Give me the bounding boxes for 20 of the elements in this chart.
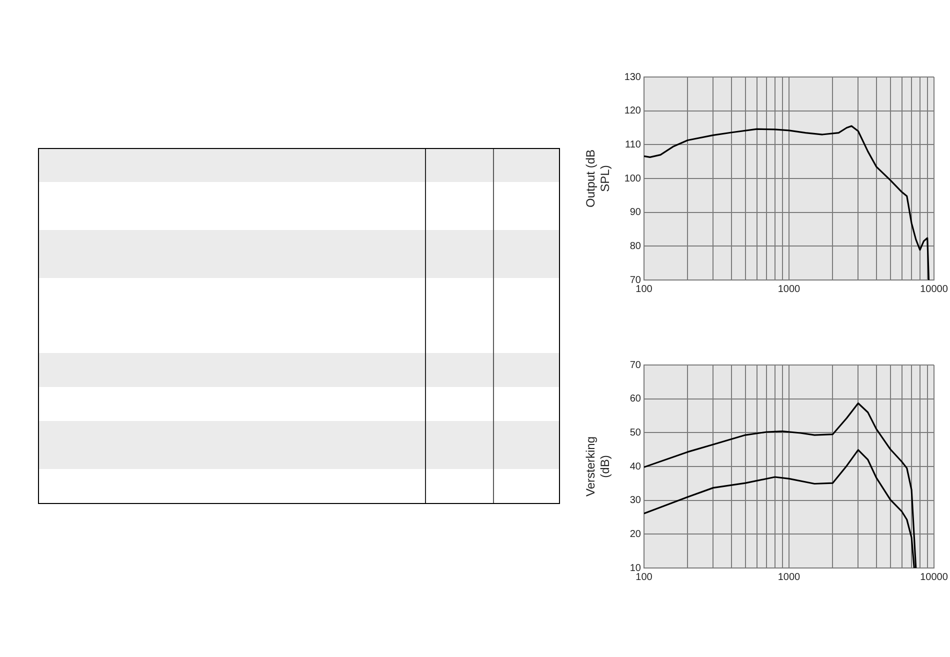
y-tick-label: 40: [630, 461, 642, 472]
x-tick-label: 1000: [778, 572, 801, 583]
y-tick-label: 80: [630, 240, 642, 252]
y-axis-title: Output (dB SPL): [584, 149, 612, 208]
y-tick-label: 90: [630, 207, 642, 218]
y-tick-label: 30: [630, 495, 642, 506]
y-tick-label: 120: [624, 106, 642, 117]
y-tick-label: 130: [624, 72, 642, 83]
y-tick-label: 70: [630, 360, 642, 371]
y-tick-label: 20: [630, 528, 642, 540]
y-tick-label: 10: [630, 562, 642, 574]
x-tick-label: 10000: [920, 284, 948, 295]
y-tick-label: 60: [630, 394, 642, 405]
y-axis-title: Versterking (dB): [584, 436, 612, 497]
y-tick-label: 100: [624, 173, 642, 184]
y-tick-label: 110: [625, 139, 642, 150]
x-tick-label: 10000: [920, 572, 948, 583]
x-tick-label: 1000: [778, 284, 801, 295]
y-tick-label: 50: [630, 427, 642, 438]
y-tick-label: 70: [630, 274, 642, 286]
